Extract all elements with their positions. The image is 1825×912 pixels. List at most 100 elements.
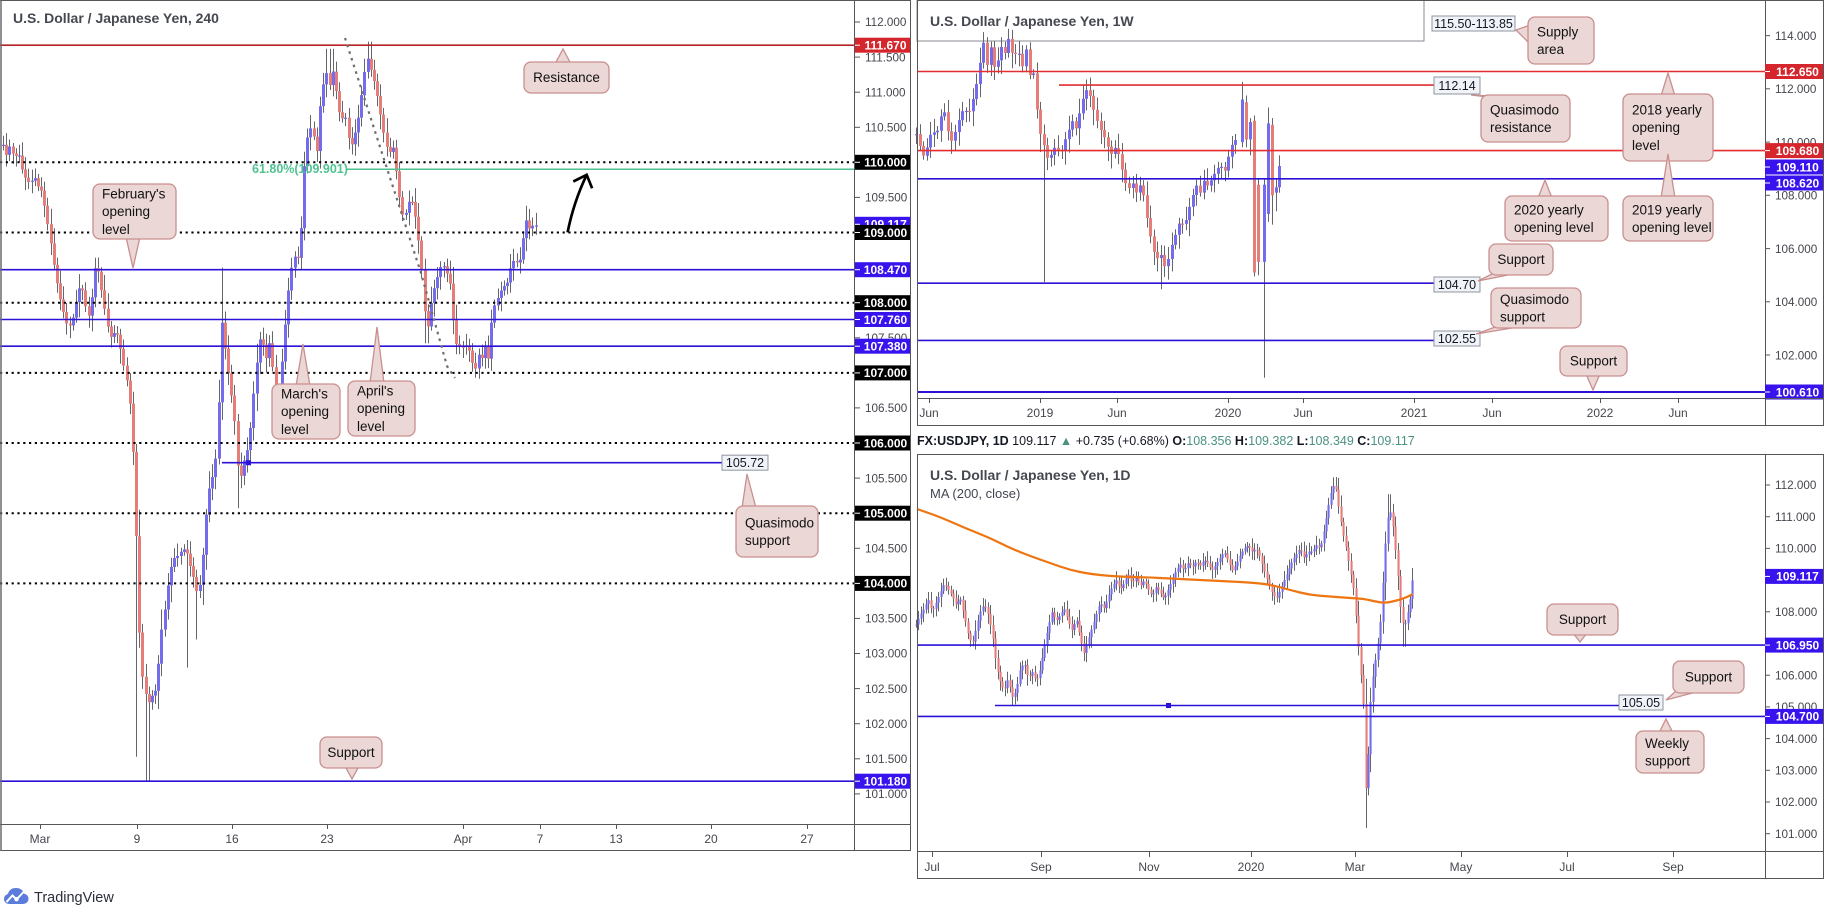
svg-text:February's: February's <box>102 186 166 201</box>
svg-text:106.000: 106.000 <box>1775 243 1818 256</box>
svg-text:March's: March's <box>281 386 328 401</box>
svg-text:Jun: Jun <box>1668 406 1687 420</box>
svg-text:102.000: 102.000 <box>865 718 908 731</box>
svg-text:2022: 2022 <box>1587 406 1614 420</box>
svg-text:Nov: Nov <box>1138 860 1159 874</box>
svg-text:112.000: 112.000 <box>865 16 907 29</box>
svg-text:104.500: 104.500 <box>865 543 908 556</box>
svg-text:108.000: 108.000 <box>1775 606 1818 619</box>
svg-text:Jun: Jun <box>1293 406 1312 420</box>
svg-text:100.610: 100.610 <box>1776 385 1820 399</box>
svg-text:Supply: Supply <box>1537 24 1579 39</box>
svg-text:2019: 2019 <box>1027 406 1054 420</box>
svg-text:109.117: 109.117 <box>1776 570 1819 584</box>
svg-text:support: support <box>1500 310 1545 325</box>
svg-text:2019 yearly: 2019 yearly <box>1632 202 1702 217</box>
svg-text:FX:USDJPY, 1D 109.117 ▲ +0.73: FX:USDJPY, 1D 109.117 ▲ +0.735 (+0.68%) … <box>917 434 1415 448</box>
svg-text:2020 yearly: 2020 yearly <box>1514 202 1584 217</box>
svg-text:Apr: Apr <box>454 832 473 846</box>
svg-text:110.000: 110.000 <box>864 156 907 170</box>
svg-text:opening level: opening level <box>1514 220 1594 235</box>
svg-text:opening: opening <box>1632 120 1680 135</box>
svg-text:Resistance: Resistance <box>533 70 600 85</box>
svg-text:Jul: Jul <box>924 860 939 874</box>
svg-text:U.S. Dollar / Japanese Yen, 1D: U.S. Dollar / Japanese Yen, 1D <box>930 467 1131 483</box>
svg-text:U.S. Dollar / Japanese Yen, 24: U.S. Dollar / Japanese Yen, 240 <box>13 10 219 26</box>
svg-text:13: 13 <box>609 832 623 846</box>
svg-text:110.500: 110.500 <box>865 122 907 135</box>
svg-text:level: level <box>1632 138 1660 153</box>
svg-text:102.000: 102.000 <box>1775 796 1818 809</box>
svg-text:108.620: 108.620 <box>1776 176 1820 190</box>
svg-text:support: support <box>745 533 790 548</box>
svg-text:MA (200, close): MA (200, close) <box>930 486 1020 501</box>
svg-text:107.000: 107.000 <box>864 366 908 380</box>
svg-text:April's: April's <box>357 383 394 398</box>
svg-text:101.180: 101.180 <box>864 775 908 789</box>
svg-text:Support: Support <box>1685 670 1733 685</box>
svg-text:Quasimodo: Quasimodo <box>1490 102 1559 117</box>
svg-text:109.500: 109.500 <box>865 192 908 205</box>
svg-text:103.500: 103.500 <box>865 613 908 626</box>
svg-text:20: 20 <box>704 832 718 846</box>
svg-text:U.S. Dollar / Japanese Yen, 1W: U.S. Dollar / Japanese Yen, 1W <box>930 13 1134 29</box>
svg-text:level: level <box>281 422 309 437</box>
svg-text:Jun: Jun <box>1107 406 1126 420</box>
svg-text:2018 yearly: 2018 yearly <box>1632 102 1702 117</box>
svg-text:106.000: 106.000 <box>1775 669 1818 682</box>
svg-text:Mar: Mar <box>1345 860 1366 874</box>
svg-text:area: area <box>1537 42 1565 57</box>
svg-text:Jul: Jul <box>1559 860 1574 874</box>
svg-text:9: 9 <box>134 832 141 846</box>
svg-text:107.380: 107.380 <box>864 340 908 354</box>
svg-text:115.50-113.85: 115.50-113.85 <box>1434 17 1513 31</box>
svg-text:support: support <box>1645 754 1690 769</box>
svg-text:105.500: 105.500 <box>865 472 908 485</box>
svg-text:112.14: 112.14 <box>1438 79 1475 93</box>
svg-text:114.000: 114.000 <box>1775 30 1817 43</box>
svg-text:Jun: Jun <box>1482 406 1501 420</box>
svg-text:105.05: 105.05 <box>1622 696 1660 710</box>
svg-text:Jun: Jun <box>919 406 938 420</box>
svg-text:112.000: 112.000 <box>1775 83 1817 96</box>
svg-text:opening level: opening level <box>1632 220 1712 235</box>
svg-text:105.72: 105.72 <box>726 456 764 470</box>
svg-text:101.000: 101.000 <box>865 788 908 801</box>
svg-text:2021: 2021 <box>1401 406 1428 420</box>
svg-text:106.500: 106.500 <box>865 402 908 415</box>
svg-text:27: 27 <box>800 832 814 846</box>
svg-text:109.110: 109.110 <box>1776 160 1819 174</box>
svg-text:Weekly: Weekly <box>1645 736 1689 751</box>
svg-text:Support: Support <box>327 745 375 760</box>
svg-text:level: level <box>357 419 385 434</box>
svg-text:61.80%(109.901): 61.80%(109.901) <box>252 162 348 176</box>
svg-text:104.000: 104.000 <box>1775 296 1818 309</box>
svg-text:110.000: 110.000 <box>1775 543 1817 556</box>
svg-text:108.470: 108.470 <box>864 263 908 277</box>
svg-text:2020: 2020 <box>1215 406 1242 420</box>
svg-text:23: 23 <box>320 832 334 846</box>
svg-text:104.000: 104.000 <box>864 577 908 591</box>
svg-text:7: 7 <box>537 832 544 846</box>
svg-text:102.55: 102.55 <box>1438 332 1476 346</box>
svg-text:112.000: 112.000 <box>1775 479 1817 492</box>
svg-text:106.950: 106.950 <box>1776 638 1820 652</box>
svg-text:opening: opening <box>102 204 150 219</box>
svg-text:Support: Support <box>1559 612 1607 627</box>
svg-text:level: level <box>102 222 130 237</box>
svg-text:103.000: 103.000 <box>1775 765 1818 778</box>
svg-text:Support: Support <box>1497 252 1545 267</box>
svg-text:101.500: 101.500 <box>865 753 908 766</box>
svg-text:16: 16 <box>225 832 239 846</box>
svg-text:Support: Support <box>1570 354 1618 369</box>
svg-text:102.500: 102.500 <box>865 683 908 696</box>
svg-text:111.500: 111.500 <box>865 51 906 64</box>
svg-text:103.000: 103.000 <box>865 648 908 661</box>
svg-text:Sep: Sep <box>1662 860 1684 874</box>
svg-text:101.000: 101.000 <box>1775 828 1818 841</box>
svg-text:109.000: 109.000 <box>864 226 908 240</box>
svg-text:Sep: Sep <box>1030 860 1052 874</box>
svg-text:Quasimodo: Quasimodo <box>1500 292 1569 307</box>
svg-text:TradingView: TradingView <box>34 890 114 906</box>
svg-text:resistance: resistance <box>1490 120 1552 135</box>
